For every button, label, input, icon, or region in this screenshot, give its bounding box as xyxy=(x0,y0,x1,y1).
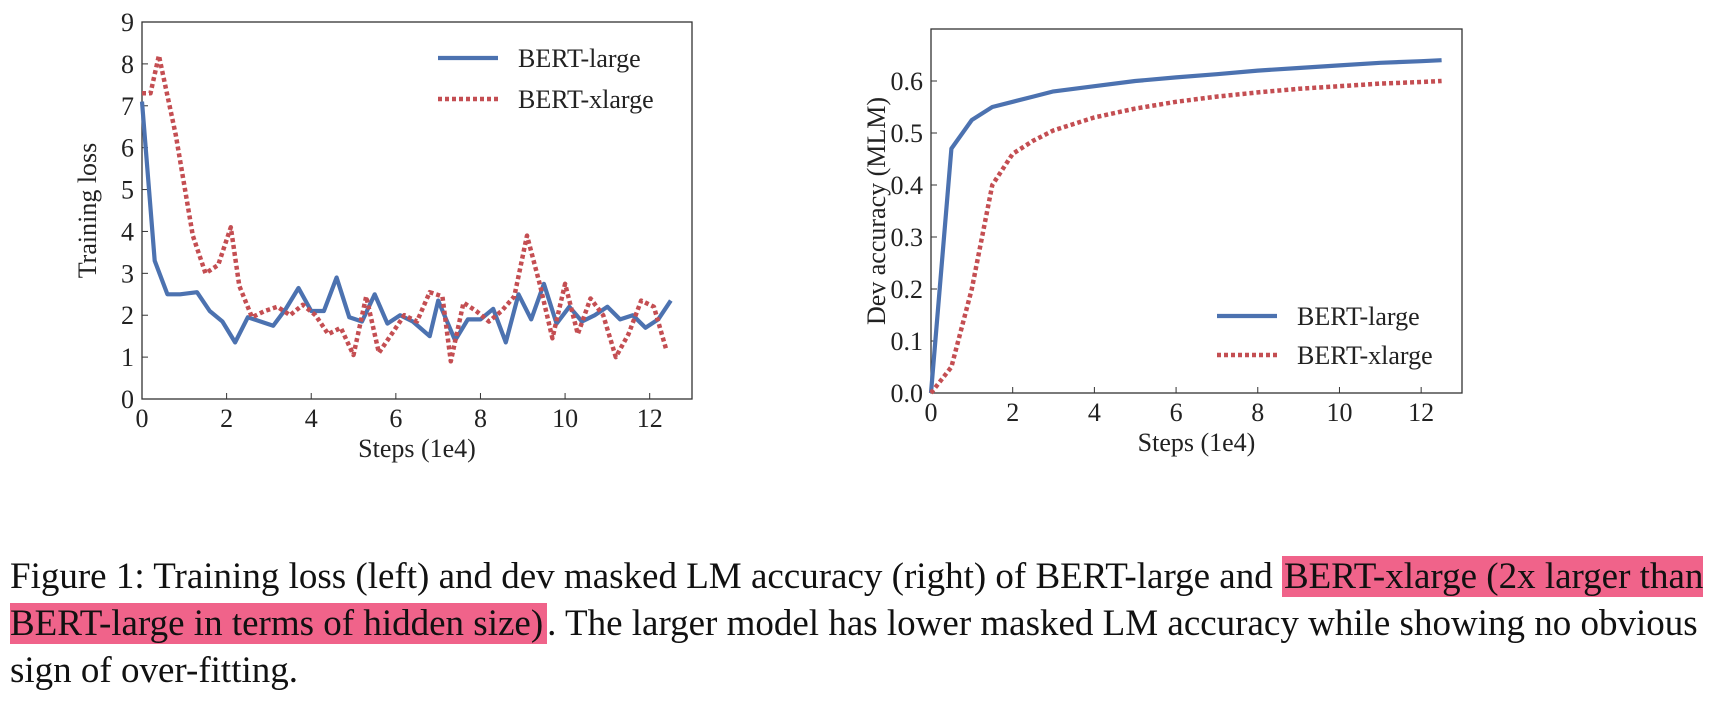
series-line-bert-large xyxy=(139,101,673,345)
y-tick-label: 0.4 xyxy=(891,171,924,200)
x-tick-label: 2 xyxy=(220,404,233,433)
x-tick-label: 0 xyxy=(136,404,149,433)
y-tick-label: 0 xyxy=(121,385,134,414)
legend-label: BERT-large xyxy=(518,44,641,73)
y-axis-label: Dev accuracy (MLM) xyxy=(862,97,891,325)
x-tick-label: 10 xyxy=(1326,398,1352,427)
y-tick-label: 0.1 xyxy=(891,327,924,356)
x-axis-label: Steps (1e4) xyxy=(1138,428,1256,457)
y-tick-label: 8 xyxy=(121,50,134,79)
legend-label: BERT-xlarge xyxy=(518,85,654,114)
y-tick-label: 1 xyxy=(121,343,134,372)
legend-label: BERT-xlarge xyxy=(1297,341,1433,370)
y-tick-label: 0.2 xyxy=(891,275,924,304)
x-tick-label: 4 xyxy=(305,404,318,433)
plot-frame xyxy=(141,21,693,400)
y-tick-label: 0.3 xyxy=(891,223,924,252)
y-tick-label: 0.5 xyxy=(891,119,924,148)
plot-frame xyxy=(930,28,1463,394)
x-tick-label: 10 xyxy=(552,404,578,433)
x-tick-label: 6 xyxy=(389,404,402,433)
series-line-bert-xlarge xyxy=(142,53,669,364)
y-axis-label: Training loss xyxy=(73,143,102,279)
x-tick-label: 8 xyxy=(474,404,487,433)
x-tick-label: 6 xyxy=(1170,398,1183,427)
caption-text-end: . The larger model has lower masked LM a… xyxy=(10,603,1698,691)
legend-label: BERT-large xyxy=(1297,302,1420,331)
y-tick-label: 3 xyxy=(121,259,134,288)
y-tick-label: 6 xyxy=(121,134,134,163)
x-tick-label: 2 xyxy=(1006,398,1019,427)
x-tick-label: 4 xyxy=(1088,398,1101,427)
x-tick-label: 12 xyxy=(1408,398,1434,427)
y-tick-label: 0.6 xyxy=(891,67,924,96)
figure-caption: Figure 1: Training loss (left) and dev m… xyxy=(10,553,1710,694)
x-tick-label: 12 xyxy=(637,404,663,433)
y-tick-label: 0.0 xyxy=(891,379,924,408)
x-tick-label: 0 xyxy=(925,398,938,427)
caption-text-start: Figure 1: Training loss (left) and dev m… xyxy=(10,556,1282,597)
y-tick-label: 5 xyxy=(121,176,134,205)
series-line-bert-xlarge xyxy=(929,78,1442,395)
y-tick-label: 9 xyxy=(121,8,134,37)
y-tick-label: 2 xyxy=(121,301,134,330)
y-tick-label: 7 xyxy=(121,92,134,121)
x-axis-label: Steps (1e4) xyxy=(358,434,476,463)
series-line-bert-large xyxy=(928,58,1442,394)
dev-accuracy-chart: 0 2 4 6 8 10 12 0.0 0.1 0.2 0.3 0.4 0.5 0.6 Steps (1e4… xyxy=(862,28,1463,457)
y-tick-label: 4 xyxy=(121,217,134,246)
x-tick-label: 8 xyxy=(1251,398,1264,427)
